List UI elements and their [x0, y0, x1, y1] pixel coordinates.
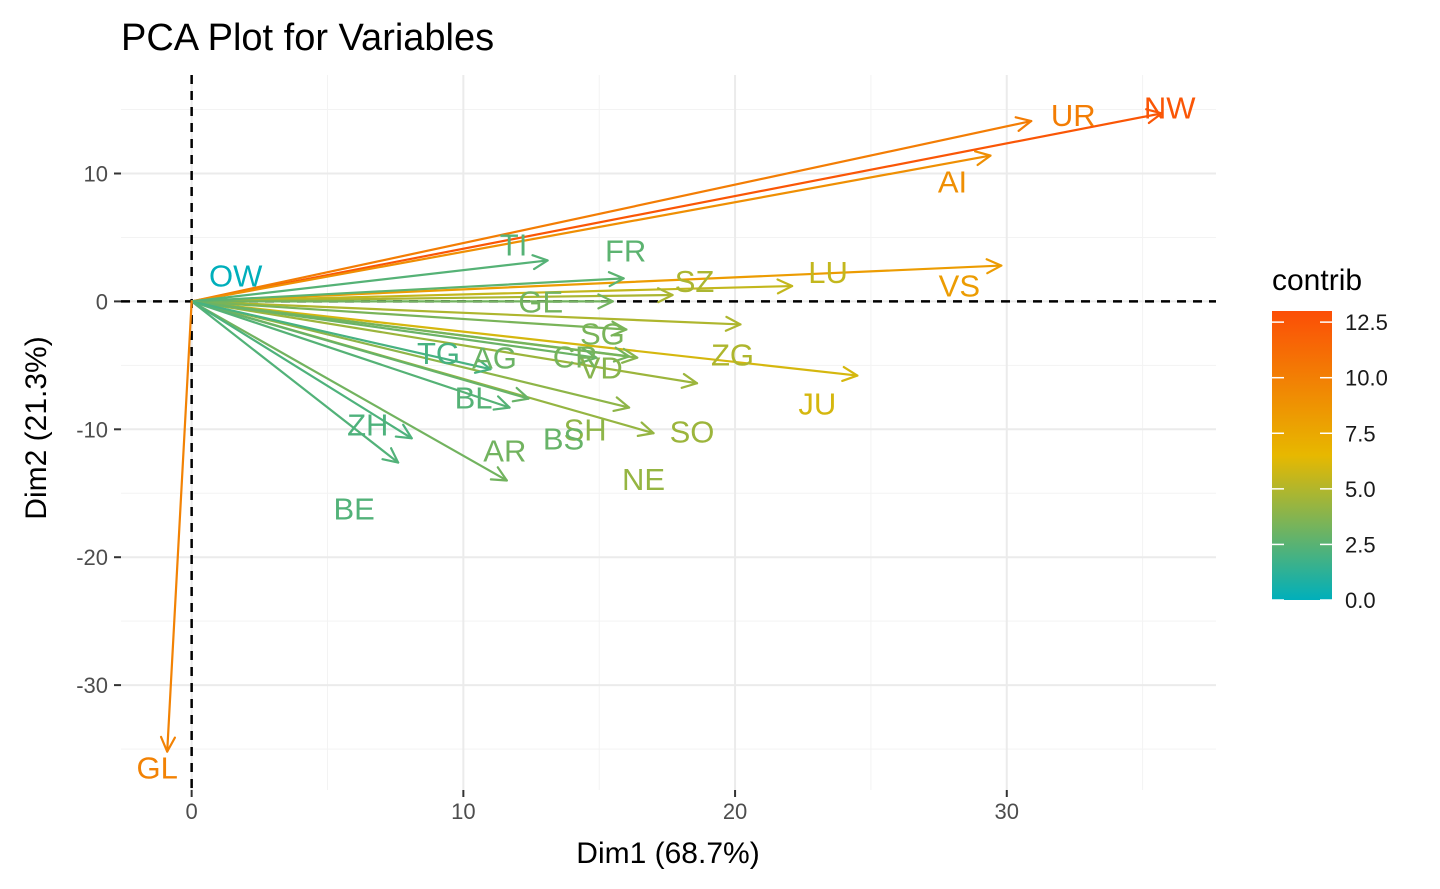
x-axis-ticks: 0 10 20 30 — [186, 790, 1019, 824]
y-tick-label: -20 — [76, 545, 108, 570]
y-tick-label: -10 — [76, 417, 108, 442]
label-ar: AR — [483, 433, 526, 468]
legend-tick-label: 10.0 — [1345, 366, 1388, 391]
x-axis-title: Dim1 (68.7%) — [576, 837, 759, 870]
y-axis-ticks: 10 0 -10 -20 -30 — [76, 161, 121, 698]
legend-title: contrib — [1272, 264, 1362, 297]
arrow-sg — [190, 300, 628, 337]
arrow-ti — [190, 254, 549, 303]
arrow-ju — [190, 300, 859, 383]
y-axis-title: Dim2 (21.3%) — [20, 336, 53, 519]
legend-tick-label: 0.0 — [1345, 588, 1376, 613]
label-ow: OW — [209, 258, 263, 293]
y-tick-label: 10 — [84, 161, 108, 186]
label-ag: AG — [472, 341, 517, 376]
label-lu: LU — [808, 255, 848, 290]
arrow-fr — [190, 271, 625, 303]
arrow-bs — [190, 300, 530, 403]
arrow-ag — [190, 300, 598, 364]
arrow-bl — [190, 300, 511, 411]
y-tick-label: -30 — [76, 673, 108, 698]
label-vs: VS — [939, 269, 980, 304]
arrow-so — [190, 300, 699, 389]
x-tick-label: 30 — [995, 799, 1019, 824]
chart-title: PCA Plot for Variables — [121, 17, 494, 59]
label-ur: UR — [1051, 98, 1096, 133]
label-sz: SZ — [675, 264, 715, 299]
grid — [121, 75, 1216, 790]
label-zh: ZH — [347, 407, 388, 442]
label-cr: CR — [553, 339, 598, 374]
x-tick-label: 10 — [451, 799, 475, 824]
legend-tick-label: 5.0 — [1345, 477, 1376, 502]
label-nw: NW — [1144, 90, 1196, 125]
legend-tick-label: 7.5 — [1345, 421, 1376, 446]
arrow-zh — [190, 300, 413, 440]
arrow-be — [190, 300, 400, 464]
x-tick-label: 20 — [723, 799, 747, 824]
label-sh: SH — [564, 413, 607, 448]
label-gl: GL — [137, 751, 178, 786]
label-be: BE — [333, 492, 374, 527]
label-vd: VD — [580, 351, 623, 386]
label-ge: GE — [518, 284, 563, 319]
legend-ticks: 0.0 2.5 5.0 7.5 10.0 12.5 — [1272, 310, 1388, 613]
label-bs: BS — [543, 422, 584, 457]
arrow-ar — [190, 300, 508, 482]
arrow-ge — [190, 293, 614, 310]
arrow-nw — [190, 108, 1163, 303]
reference-lines — [121, 75, 1216, 790]
arrow-vs — [190, 258, 1003, 303]
label-tg: TG — [417, 336, 460, 371]
arrow-ai — [190, 150, 992, 303]
label-ne: NE — [622, 462, 665, 497]
label-so: SO — [670, 414, 715, 449]
y-tick-label: 0 — [96, 289, 108, 314]
arrow-ur — [190, 116, 1033, 303]
variable-arrows — [159, 108, 1163, 753]
arrow-tg — [190, 300, 492, 374]
arrow-gl — [159, 300, 193, 753]
legend: contrib 0.0 2.5 5.0 7.5 10.0 12.5 — [1272, 264, 1388, 613]
label-bl: BL — [455, 381, 493, 416]
arrow-zg — [190, 300, 742, 332]
label-ju: JU — [798, 387, 836, 422]
legend-colorbar — [1272, 311, 1332, 600]
legend-tick-label: 12.5 — [1345, 310, 1388, 335]
legend-tick-label: 2.5 — [1345, 532, 1376, 557]
label-ti: TI — [500, 227, 528, 262]
arrow-sh — [190, 300, 631, 413]
label-fr: FR — [605, 233, 646, 268]
label-ai: AI — [938, 165, 967, 200]
label-zg: ZG — [711, 337, 754, 372]
x-tick-label: 0 — [186, 799, 198, 824]
label-sg: SG — [580, 317, 625, 352]
arrow-lu — [190, 278, 794, 303]
